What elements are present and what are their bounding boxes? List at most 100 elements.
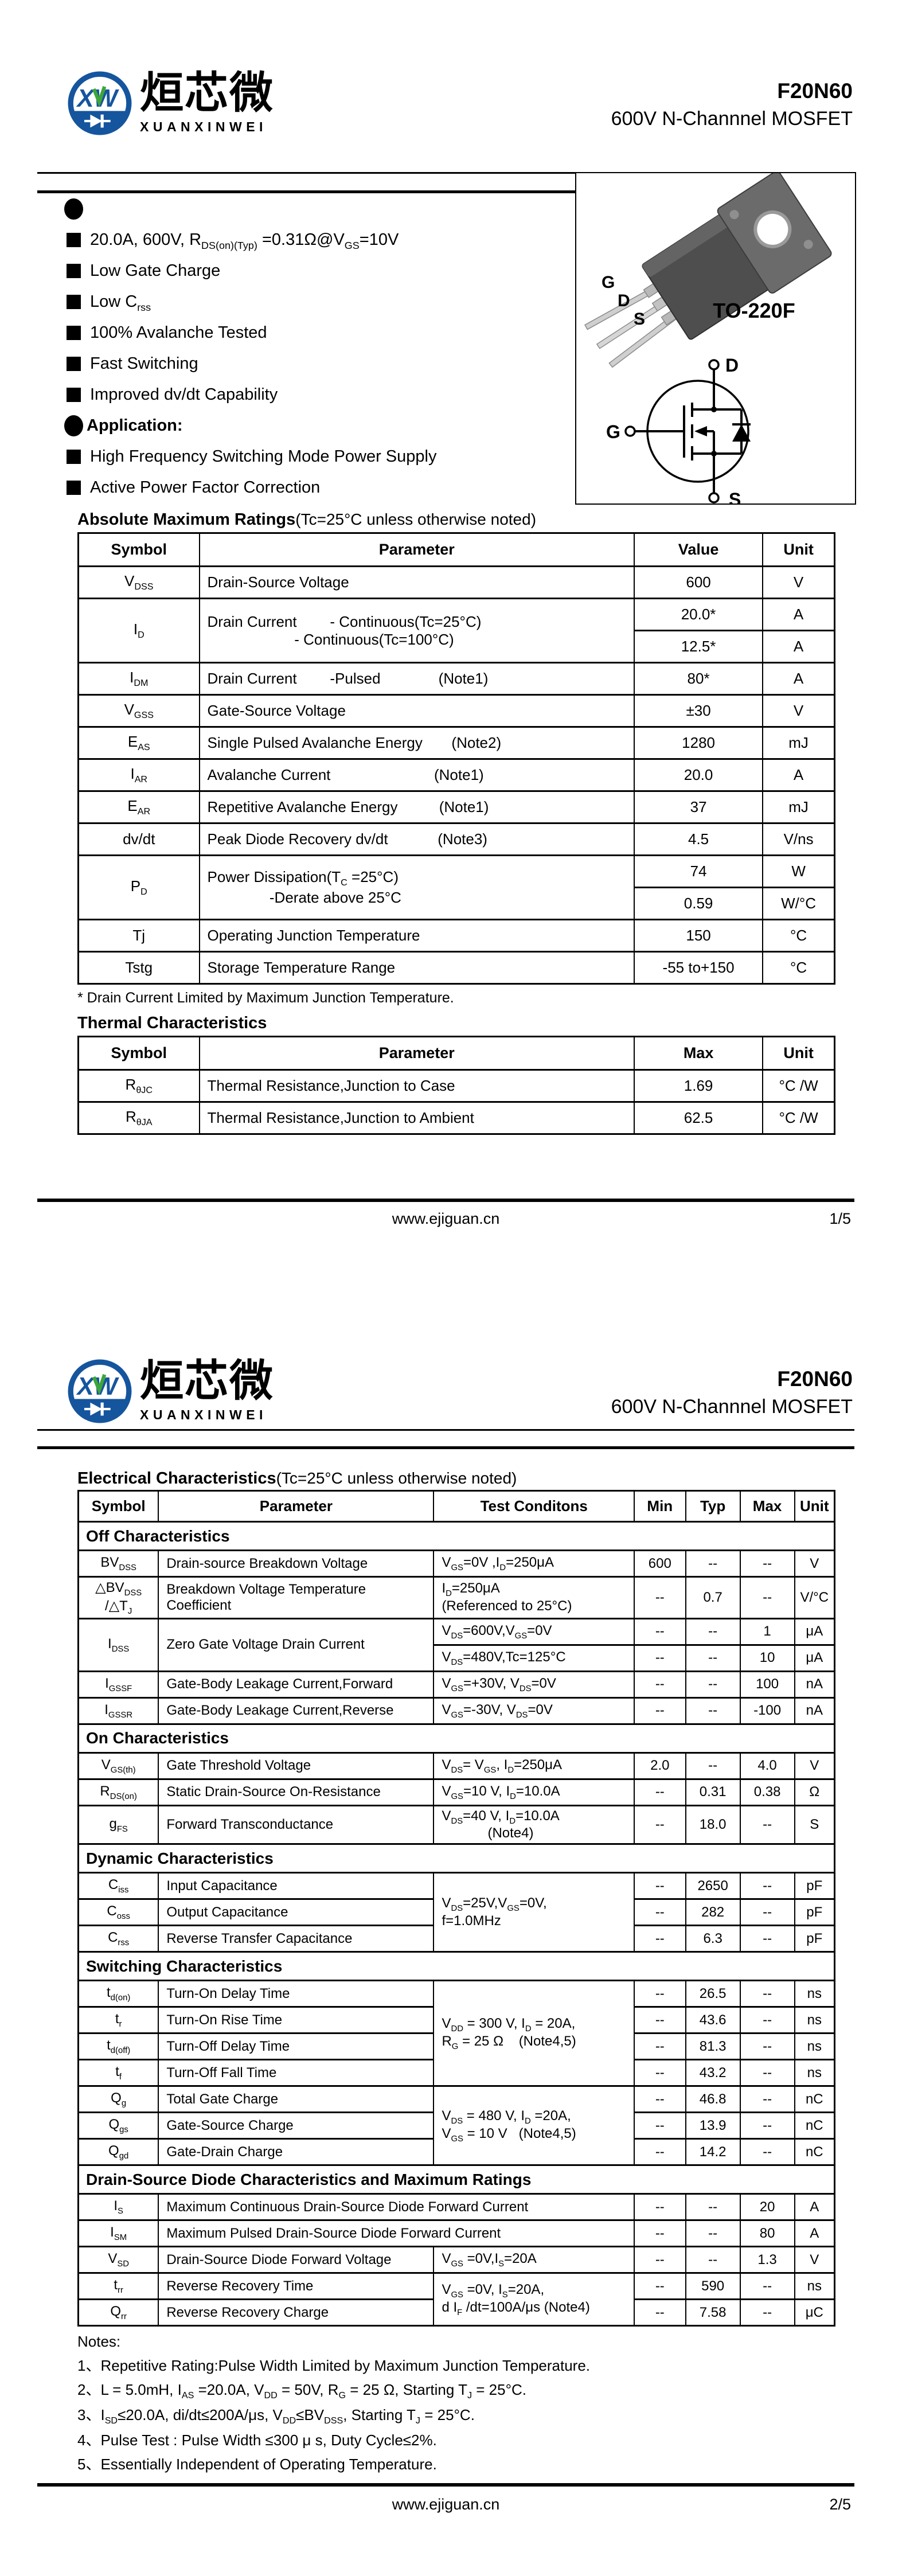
value-cell: -- [739,1804,795,1845]
square-bullet-icon [67,295,81,309]
symbol-cell: Qgs [77,2111,159,2140]
header-cell: Max [739,1490,795,1523]
brand-english-name: XUANXINWEI [140,1407,267,1422]
parameter-cell: Power Dissipation(TC =25°C) -Derate abov… [198,854,635,920]
package-and-symbol-graphic: G D S TO-220F [584,170,832,510]
list-item-label: Active Power Factor Correction [90,478,321,497]
value-cell: -- [633,2219,686,2248]
symbol-cell: gFS [77,1804,159,1845]
parameter-cell: Maximum Continuous Drain-Source Diode Fo… [158,2193,635,2222]
parameter-cell: Thermal Resistance,Junction to Ambient [198,1101,635,1135]
table-row: VGS(th) Gate Threshold Voltage VDS= VGS, I… [77,1751,835,1780]
symbol-cell: IAR [77,758,200,792]
parameter-cell: Drain Current -Pulsed (Note1) [198,662,635,696]
value-cell: -- [633,2006,686,2035]
list-item-label: 1、Repetitive Rating:Pulse Width Limited … [77,2357,591,2374]
parameter-cell: Avalanche Current (Note1) [198,758,635,792]
header-cell: Unit [794,1490,835,1523]
value-cell: 150 [633,919,764,953]
unit-cell: Ω [794,1778,835,1806]
value-cell: 46.8 [685,2085,741,2114]
symbol-cell: IGSSF [77,1670,159,1699]
elec-title-cond: (Tc=25°C unless otherwise noted) [276,1469,517,1487]
value-cell: -100 [739,1696,795,1725]
table-row: EAS Single Pulsed Avalanche Energy (Note2… [77,726,835,760]
test-condition-cell: VGS =0V, IS=20A, d IF /dt=100A/μs (Note4) [433,2272,635,2327]
brand-chinese-name: 烜芯微 [140,1357,274,1406]
note-item: 5、Essentially Independent of Operating T… [77,2454,766,2479]
symbol-cell: Qgd [77,2138,159,2167]
abs-max-ratings-title-cond: (Tc=25°C unless otherwise noted) [295,510,537,528]
test-condition-cell: VDS=600V,VGS=0V [433,1617,635,1646]
unit-cell: pF [794,1925,835,1953]
page-footer: www.ejiguan.cn 1/5 [37,1210,854,1228]
unit-cell: °C /W [762,1069,835,1103]
section-title-cell: Switching Characteristics [77,1951,835,1982]
header-rule-thin [37,172,854,174]
electrical-characteristics-title: Electrical Characteristics(Tc=25°C unles… [77,1469,517,1488]
header-cell: Test Conditons [433,1490,635,1523]
value-cell: -- [739,2006,795,2035]
parameter-cell: Gate Threshold Voltage [158,1751,435,1780]
symbol-cell: IGSSR [77,1696,159,1725]
parameter-cell: Reverse Transfer Capacitance [158,1925,435,1953]
value-cell: 2.0 [633,1751,686,1780]
square-bullet-icon [67,264,81,278]
abs-max-ratings-title: Absolute Maximum Ratings(Tc=25°C unless … [77,510,536,529]
value-cell: 100 [739,1670,795,1699]
value-cell: 4.5 [633,822,764,856]
parameter-cell: Operating Junction Temperature [198,919,635,953]
list-item: Application: [64,415,569,446]
list-item: Fast Switching [64,353,569,384]
symbol-cell: Ciss [77,1872,159,1900]
list-item: Improved dv/dt Capability [64,384,569,415]
value-cell: 4.0 [739,1751,795,1780]
parameter-cell: Breakdown Voltage Temperature Coefficient [158,1576,435,1619]
part-number: F20N60 [777,79,853,103]
package-diagram-box: G D S TO-220F [575,170,856,510]
list-item-label: Low Gate Charge [90,261,221,280]
page-number: 1/5 [829,1210,851,1227]
symbol-cell: Tstg [77,951,200,985]
unit-cell: A [794,2193,835,2222]
value-cell: -- [633,2272,686,2301]
table-row: tr Turn-On Rise Time -- 43.6 -- ns [77,2006,835,2035]
symbol-cell: ID [77,598,200,663]
parameter-cell: Gate-Source Voltage [198,694,635,728]
brand-block: 烜芯微 XUANXINWEI [140,69,274,135]
test-condition-cell: ID=250μA (Referenced to 25°C) [433,1576,635,1619]
value-cell: 590 [685,2272,741,2301]
value-cell: -- [739,1549,795,1578]
parameter-cell: Turn-Off Fall Time [158,2059,435,2087]
table-row: Qgs Gate-Source Charge -- 13.9 -- nC [77,2111,835,2140]
table-header-row: Symbol Parameter Value Unit [77,532,835,567]
test-condition-cell: VDS=480V,Tc=125°C [433,1644,635,1672]
value-cell: -- [633,2246,686,2274]
table-row: Qgd Gate-Drain Charge -- 14.2 -- nC [77,2138,835,2167]
parameter-cell: Drain-Source Diode Forward Voltage [158,2246,435,2274]
value-cell: 37 [633,790,764,824]
header-cell: Min [633,1490,686,1523]
value-cell: 43.2 [685,2059,741,2087]
value-cell: 600 [633,1549,686,1578]
value-cell: -- [685,1644,741,1672]
electrical-characteristics-table: Symbol Parameter Test Conditons Min Typ Max Un… [77,1490,835,2327]
pin-label-d: D [618,291,630,310]
value-cell: 2650 [685,1872,741,1900]
unit-cell: A [762,758,835,792]
header-cell: Unit [762,1036,835,1071]
unit-cell: W/°C [762,887,835,920]
list-item-label: Low Crss [90,292,151,313]
unit-cell: ns [794,2006,835,2035]
table-row: Qrr Reverse Recovery Charge -- 7.58 -- μC [77,2298,835,2327]
value-cell: 74 [633,854,764,888]
value-cell: 10 [739,1644,795,1672]
value-cell: -- [685,1549,741,1578]
value-cell: -- [633,2138,686,2167]
unit-cell: mJ [762,726,835,760]
value-cell: 0.7 [685,1576,741,1619]
symbol-cell: RθJA [77,1101,200,1135]
unit-cell: pF [794,1872,835,1900]
square-bullet-icon [67,450,81,464]
test-condition-cell: VGS=10 V, ID=10.0A [433,1778,635,1806]
